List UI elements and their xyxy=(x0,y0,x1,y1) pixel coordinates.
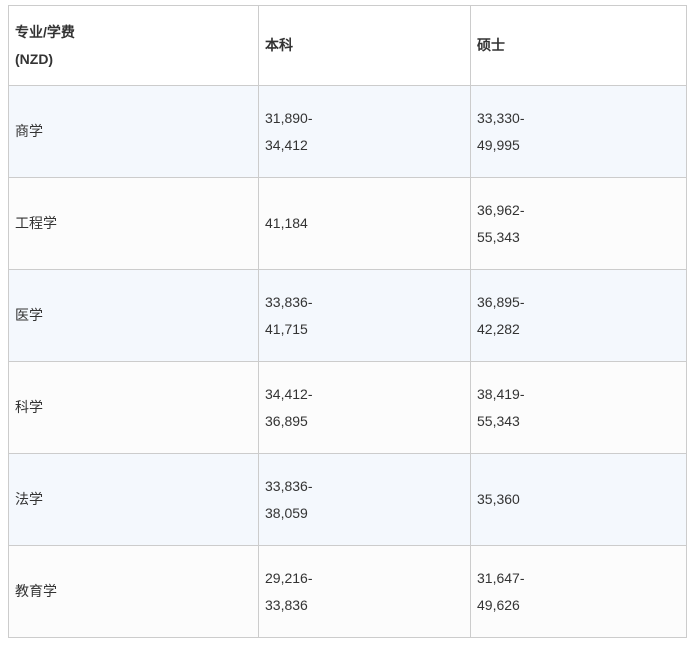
cell-line: 29,216- xyxy=(265,569,313,586)
cell-line: 36,962- xyxy=(477,201,525,218)
table-body: 商学 31,890- 34,412 33,330- 49,995 工程学 41,184 36,… xyxy=(8,85,687,638)
header-major-line1: 专业/学费 xyxy=(15,23,75,40)
cell-master-fee: 31,647- 49,626 xyxy=(470,545,687,638)
cell-undergraduate-fee: 33,836- 41,715 xyxy=(258,269,471,362)
cell-line: 41,715 xyxy=(265,320,308,337)
cell-line: 38,419- xyxy=(477,385,525,402)
header-cell-major: 专业/学费 (NZD) xyxy=(8,5,259,86)
cell-line: 49,626 xyxy=(477,596,520,613)
cell-master-fee: 36,962- 55,343 xyxy=(470,177,687,270)
table-row: 法学 33,836- 38,059 35,360 xyxy=(8,453,687,546)
cell-line: 33,330- xyxy=(477,109,525,126)
header-cell-undergraduate: 本科 xyxy=(258,5,471,86)
cell-major: 法学 xyxy=(8,453,259,546)
header-row: 专业/学费 (NZD) 本科 硕士 xyxy=(8,5,687,86)
cell-line: 49,995 xyxy=(477,136,520,153)
cell-line: 33,836- xyxy=(265,293,313,310)
table-row: 医学 33,836- 41,715 36,895- 42,282 xyxy=(8,269,687,362)
cell-undergraduate-fee: 34,412- 36,895 xyxy=(258,361,471,454)
cell-line: 商学 xyxy=(15,123,43,139)
cell-line: 教育学 xyxy=(15,583,57,599)
cell-major: 科学 xyxy=(8,361,259,454)
cell-major: 商学 xyxy=(8,85,259,178)
cell-line: 55,343 xyxy=(477,228,520,245)
cell-undergraduate-fee: 33,836- 38,059 xyxy=(258,453,471,546)
header-master-label: 硕士 xyxy=(477,37,505,53)
table-row: 科学 34,412- 36,895 38,419- 55,343 xyxy=(8,361,687,454)
cell-line: 35,360 xyxy=(477,491,520,507)
header-undergraduate-label: 本科 xyxy=(265,37,293,53)
cell-major: 医学 xyxy=(8,269,259,362)
table-row: 教育学 29,216- 33,836 31,647- 49,626 xyxy=(8,545,687,638)
cell-line: 31,890- xyxy=(265,109,313,126)
table-header: 专业/学费 (NZD) 本科 硕士 xyxy=(8,5,687,86)
cell-line: 33,836 xyxy=(265,596,308,613)
cell-undergraduate-fee: 31,890- 34,412 xyxy=(258,85,471,178)
cell-line: 34,412 xyxy=(265,136,308,153)
cell-line: 33,836- xyxy=(265,477,313,494)
cell-undergraduate-fee: 41,184 xyxy=(258,177,471,270)
cell-master-fee: 35,360 xyxy=(470,453,687,546)
header-major-line2: (NZD) xyxy=(15,50,54,67)
table-row: 工程学 41,184 36,962- 55,343 xyxy=(8,177,687,270)
cell-line: 36,895 xyxy=(265,412,308,429)
cell-master-fee: 33,330- 49,995 xyxy=(470,85,687,178)
cell-line: 法学 xyxy=(15,491,43,507)
cell-line: 34,412- xyxy=(265,385,313,402)
cell-major: 教育学 xyxy=(8,545,259,638)
cell-line: 55,343 xyxy=(477,412,520,429)
cell-master-fee: 36,895- 42,282 xyxy=(470,269,687,362)
table-row: 商学 31,890- 34,412 33,330- 49,995 xyxy=(8,85,687,178)
header-cell-master: 硕士 xyxy=(470,5,687,86)
cell-line: 42,282 xyxy=(477,320,520,337)
cell-line: 科学 xyxy=(15,399,43,415)
cell-line: 38,059 xyxy=(265,504,308,521)
tuition-table: 专业/学费 (NZD) 本科 硕士 商学 31,890- 34,412 33,330-… xyxy=(8,5,687,638)
cell-line: 36,895- xyxy=(477,293,525,310)
cell-line: 31,647- xyxy=(477,569,525,586)
cell-master-fee: 38,419- 55,343 xyxy=(470,361,687,454)
cell-line: 工程学 xyxy=(15,215,57,231)
cell-line: 医学 xyxy=(15,307,43,323)
cell-major: 工程学 xyxy=(8,177,259,270)
cell-undergraduate-fee: 29,216- 33,836 xyxy=(258,545,471,638)
cell-line: 41,184 xyxy=(265,215,308,231)
